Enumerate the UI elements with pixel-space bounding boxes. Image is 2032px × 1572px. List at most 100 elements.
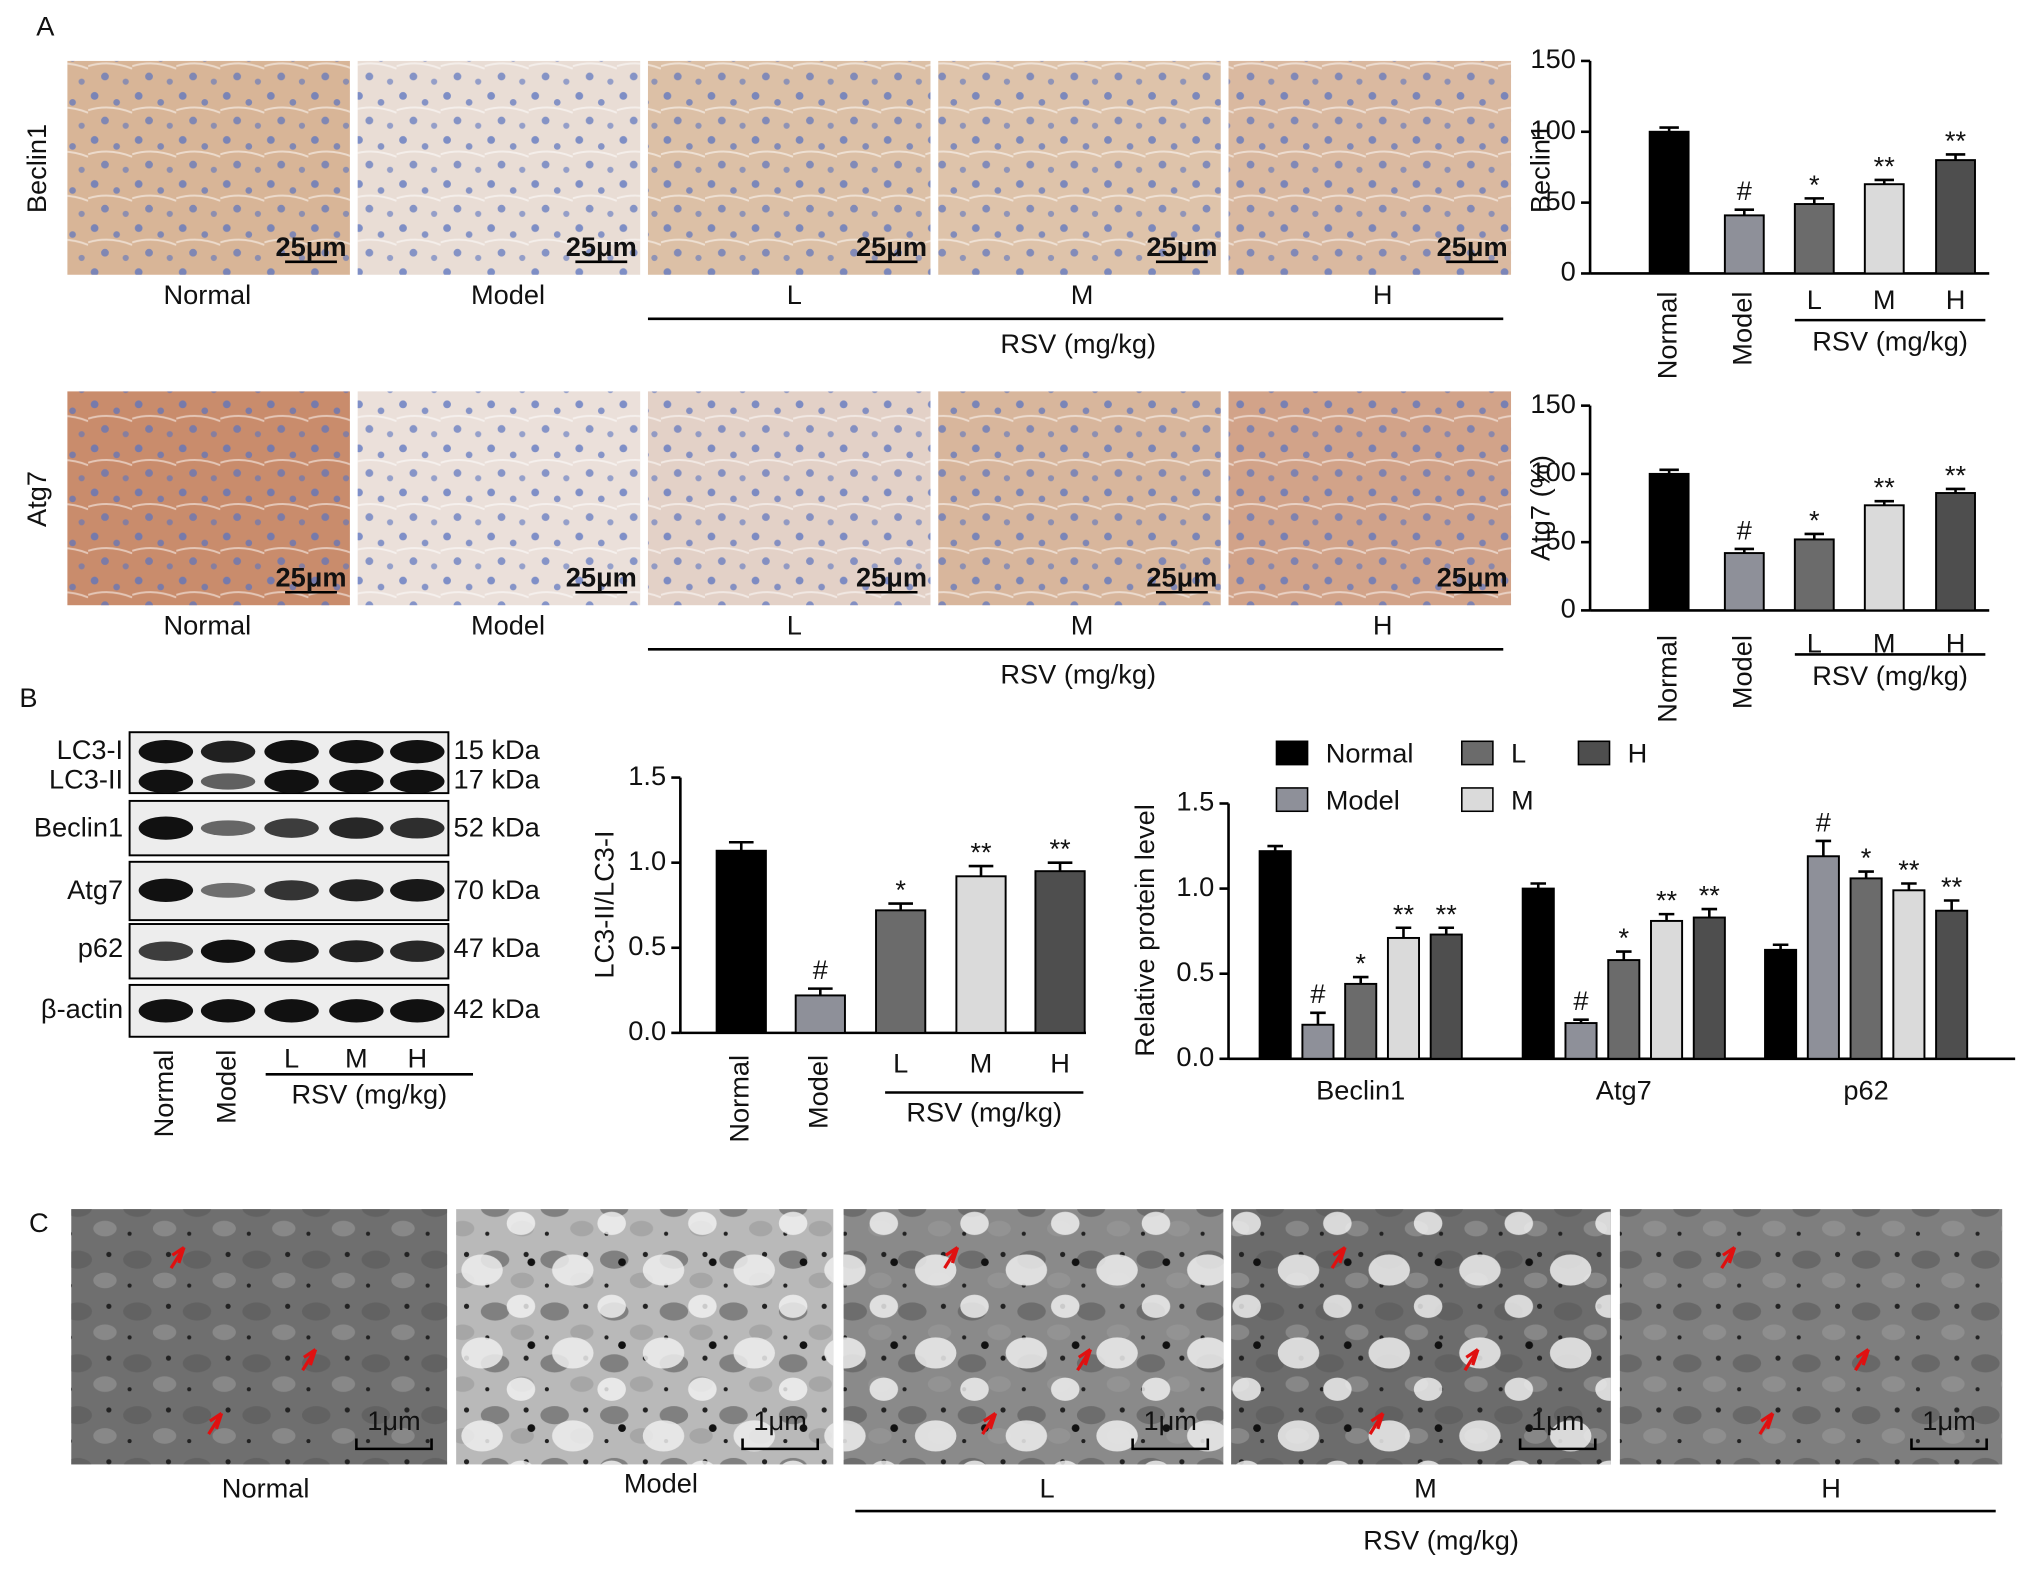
ihc-texture [67, 60, 350, 275]
blot-band [200, 740, 256, 763]
error-bar [1804, 532, 1825, 540]
blot-band [390, 999, 445, 1023]
error-bar [808, 987, 833, 996]
ihc-texture [1228, 60, 1512, 275]
em-vacuoles [456, 1209, 834, 1465]
y-tick-label: 1.0 [1176, 871, 1214, 902]
x-tick-label: M [970, 1047, 993, 1078]
arrow [1076, 1348, 1092, 1372]
y-axis-label: Beclin1 [1524, 124, 1555, 213]
error-bar [1945, 153, 1966, 161]
column-label: M [1071, 279, 1094, 310]
significance: ** [1049, 833, 1071, 864]
bar [1692, 916, 1726, 1060]
y-tick-label: 0.0 [1176, 1041, 1214, 1072]
ihc-texture [938, 60, 1221, 275]
blot-band [390, 878, 445, 902]
error-bar [1943, 899, 1960, 911]
ihc-texture [647, 391, 931, 606]
lane-label: Normal [148, 1050, 179, 1138]
lane-label: Model [210, 1050, 241, 1124]
bar [715, 849, 767, 1034]
group-label: RSV (mg/kg) [291, 1079, 447, 1110]
error-bar [1310, 1011, 1326, 1025]
x-tick-label: M [1873, 284, 1896, 315]
bar [1650, 919, 1684, 1060]
x-tick-label: p62 [1843, 1075, 1888, 1106]
y-tick-label: 1.0 [628, 845, 666, 876]
legend-swatch [1461, 787, 1494, 813]
scale-label: 25μm [566, 561, 637, 592]
arrow [207, 1412, 224, 1435]
x-tick-label: H [1946, 284, 1966, 315]
y-axis-label: LC3-II/LC3-I [589, 830, 620, 978]
bar [1793, 203, 1835, 275]
legend-swatch [1577, 740, 1611, 766]
significance: ** [1941, 871, 1963, 902]
bar [955, 875, 1007, 1034]
bar [1935, 909, 1969, 1060]
em-texture [1619, 1209, 2003, 1465]
band-label: p62 [78, 932, 123, 963]
blot-band [138, 769, 194, 794]
bar [1935, 492, 1976, 612]
significance: # [1816, 806, 1831, 837]
arrow [943, 1246, 960, 1270]
row-label: Atg7 [21, 471, 52, 527]
scale-label: 25μm [856, 231, 927, 262]
arrow [1720, 1246, 1737, 1270]
group-label: RSV (mg/kg) [1812, 660, 1968, 691]
blot-band [200, 882, 256, 898]
blot-band [138, 941, 194, 961]
significance: * [1861, 842, 1872, 873]
column-label: M [1414, 1473, 1437, 1504]
bar [1723, 214, 1765, 275]
scale-label: 1μm [753, 1405, 806, 1436]
band-label: LC3-I [57, 734, 124, 765]
ihc-texture [357, 391, 641, 606]
scale-label: 25μm [1437, 231, 1508, 262]
arrow [1758, 1412, 1775, 1435]
group-label: RSV (mg/kg) [1812, 326, 1968, 357]
significance: ** [1699, 880, 1721, 911]
group-label: RSV (mg/kg) [1000, 328, 1156, 359]
lane-label: H [407, 1042, 427, 1073]
significance: # [1737, 514, 1752, 545]
bar [1344, 982, 1378, 1060]
y-tick-label: 50 [1546, 185, 1576, 216]
blot-band [329, 999, 384, 1023]
arrow [169, 1246, 186, 1270]
significance: # [1737, 175, 1752, 206]
band-label: Beclin1 [34, 812, 123, 843]
group-label: RSV (mg/kg) [1000, 659, 1156, 690]
blot-band [264, 739, 319, 764]
blot-band [138, 999, 194, 1023]
panel-label: A [36, 11, 55, 42]
scale-bar [355, 1438, 433, 1451]
column-label: L [1040, 1473, 1055, 1504]
column-label: Normal [222, 1473, 310, 1504]
bar [1723, 552, 1765, 612]
column-label: Model [624, 1467, 698, 1498]
panel-label: B [19, 682, 37, 713]
y-tick-label: 50 [1546, 524, 1576, 555]
bar [875, 909, 927, 1034]
arrow [1330, 1246, 1347, 1270]
blot-band [138, 878, 194, 902]
x-tick-label: Model [1726, 635, 1757, 709]
em-texture [71, 1209, 448, 1465]
x-tick-label: Model [1726, 292, 1757, 366]
scale-label: 1μm [1143, 1405, 1196, 1436]
error-bar [1945, 487, 1966, 494]
scale-label: 25μm [275, 231, 346, 262]
bar [1849, 877, 1883, 1060]
column-label: H [1821, 1473, 1841, 1504]
x-tick-label: Atg7 [1596, 1075, 1652, 1106]
y-tick-label: 150 [1530, 388, 1575, 419]
blot-band [390, 940, 445, 962]
error-bar [1047, 861, 1073, 872]
y-tick-label: 1.5 [1176, 786, 1214, 817]
legend-label: Model [1326, 784, 1400, 815]
ihc-texture [67, 391, 350, 606]
blot-band [390, 817, 445, 839]
